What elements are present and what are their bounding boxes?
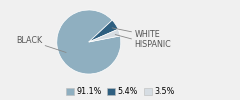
Text: HISPANIC: HISPANIC (115, 35, 171, 49)
Wedge shape (57, 10, 121, 74)
Text: BLACK: BLACK (16, 36, 66, 52)
Legend: 91.1%, 5.4%, 3.5%: 91.1%, 5.4%, 3.5% (66, 87, 174, 96)
Wedge shape (89, 29, 120, 42)
Text: WHITE: WHITE (112, 28, 160, 40)
Wedge shape (89, 20, 118, 42)
